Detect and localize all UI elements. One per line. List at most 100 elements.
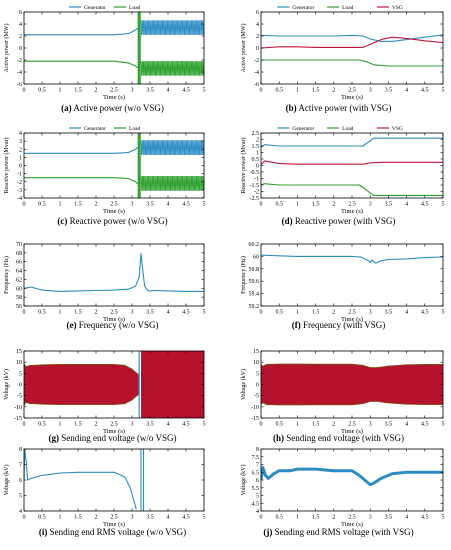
y-tick-label: -1	[17, 172, 22, 178]
y-tick-label: 4.5	[252, 501, 260, 507]
voltage-envelope	[24, 363, 139, 406]
x-tick-label: 2.5	[348, 202, 356, 208]
panel-caption-i: (i) Sending end RMS voltage (w/o VSG)	[0, 527, 225, 537]
y-tick-label: 4	[256, 22, 259, 28]
y-tick-label: 5	[256, 371, 259, 377]
y-tick-label: 0	[256, 164, 259, 170]
x-tick-label: 4.5	[182, 88, 190, 94]
caption-text: Frequency (with VSG)	[302, 320, 386, 330]
y-tick-label: 0	[19, 383, 22, 389]
y-tick-label: -2	[17, 58, 22, 64]
x-tick-label: 4.5	[182, 515, 190, 521]
x-tick-label: 4	[405, 515, 408, 521]
y-tick-label: -5	[254, 394, 259, 400]
series-line-main	[24, 253, 204, 292]
x-tick-label: 2	[95, 422, 98, 428]
x-tick-label: 1.5	[74, 202, 82, 208]
voltage-fault-block	[141, 351, 204, 418]
y-tick-label: -4	[254, 70, 259, 76]
y-tick-label: -4	[17, 70, 22, 76]
x-tick-label: 1.5	[312, 310, 320, 316]
legend-label: Generator	[292, 126, 314, 132]
x-tick-label: 0.5	[38, 88, 46, 94]
x-tick-label: 2	[95, 515, 98, 521]
oscillation-band-generator	[140, 20, 204, 35]
x-axis-label: Time (s)	[103, 94, 125, 101]
series-line-load	[24, 60, 140, 70]
caption-label: (i)	[38, 527, 48, 537]
panel-caption-d: (d) Reactive power (with VSG)	[226, 216, 451, 226]
x-tick-label: 4	[405, 422, 408, 428]
panel-caption-g: (g) Sending end voltage (w/o VSG)	[0, 433, 225, 443]
panel-g: 0 0.5 1 1.5 2 2.5 3 3.5 4 4.5 5 -15 -10 -5 0 5 10 15 Time …	[3, 349, 206, 435]
x-axis-label: Time (s)	[103, 316, 125, 323]
x-tick-label: 3.5	[146, 310, 154, 316]
x-tick-label: 5	[442, 422, 445, 428]
x-tick-label: 3	[369, 422, 372, 428]
y-tick-label: 15	[16, 349, 22, 355]
caption-label: (h)	[272, 433, 284, 443]
y-tick-label: 5.5	[252, 486, 260, 492]
x-tick-label: 5	[442, 88, 445, 94]
axes-frame	[23, 448, 205, 512]
x-tick-label: 3	[369, 202, 372, 208]
y-axis-label: Active power (MW)	[240, 24, 247, 73]
panel-d: 0 0.5 1 1.5 2 2.5 3 3.5 4 4.5 5-2.5-2-1.5-1-0.500.…	[240, 126, 445, 215]
axes-frame	[260, 132, 444, 199]
x-tick-label: 1	[296, 88, 299, 94]
x-tick-label: 1.5	[312, 202, 320, 208]
x-tick-label: 0.5	[38, 310, 46, 316]
x-tick-label: 2	[95, 310, 98, 316]
y-axis-label: Reactive power (Mvar)	[240, 138, 247, 194]
y-tick-label: 62	[16, 277, 22, 283]
x-axis-label: Time (s)	[341, 208, 363, 215]
plot-area	[261, 34, 443, 67]
y-tick-label: 8	[256, 447, 259, 453]
y-tick-label: 0	[256, 383, 259, 389]
panel-caption-e: (e) Frequency (w/o VSG)	[0, 320, 225, 330]
y-tick-label: 10	[253, 360, 259, 366]
y-tick-label: 0.5	[252, 157, 260, 163]
y-tick-label: 4	[19, 22, 22, 28]
y-tick-label: 6	[256, 10, 259, 16]
y-tick-label: 59.8	[249, 267, 260, 273]
series-line-generator	[24, 26, 140, 36]
x-tick-label: 4.5	[182, 310, 190, 316]
y-tick-label: 6	[256, 478, 259, 484]
x-tick-label: 4	[167, 310, 170, 316]
x-tick-label: 2	[332, 422, 335, 428]
x-tick-label: 0	[23, 422, 26, 428]
x-tick-label: 5	[203, 88, 206, 94]
y-tick-label: 6	[19, 478, 22, 484]
y-tick-label: -10	[14, 405, 22, 411]
y-axis-label: Active power (MW)	[3, 24, 10, 73]
plot-area	[261, 254, 443, 264]
x-tick-label: 4.5	[421, 88, 429, 94]
x-tick-label: 2	[95, 88, 98, 94]
y-tick-label: 10	[16, 360, 22, 366]
legend-item-load: Load	[327, 126, 354, 132]
x-tick-label: 4	[405, 202, 408, 208]
y-tick-label: 56	[16, 304, 22, 310]
caption-text: Reactive power (w/o VSG)	[69, 216, 168, 226]
panel-h: 0 0.5 1 1.5 2 2.5 3 3.5 4 4.5 5 -15 -10 -5 0 5 10 15 Time …	[240, 349, 445, 435]
y-axis-label: Frequency (Hz)	[3, 256, 10, 294]
series-line-load	[261, 59, 443, 67]
y-tick-label: 6	[19, 10, 22, 16]
x-tick-label: 4.5	[421, 422, 429, 428]
x-tick-label: 0	[260, 310, 263, 316]
y-tick-label: -1	[254, 177, 259, 183]
oscillation-band-load	[140, 61, 204, 76]
x-tick-label: 0	[260, 422, 263, 428]
y-tick-label: 64	[16, 269, 22, 275]
caption-text: Sending end voltage (with VSG)	[286, 433, 405, 443]
y-axis-label: Frequency (Hz)	[240, 256, 247, 294]
x-tick-label: 2.5	[348, 515, 356, 521]
x-tick-label: 4.5	[421, 310, 429, 316]
y-tick-label: 15	[253, 349, 259, 355]
x-tick-label: 1.5	[312, 88, 320, 94]
x-tick-label: 0	[23, 202, 26, 208]
x-tick-label: 1	[59, 202, 62, 208]
plot-area	[24, 133, 204, 198]
